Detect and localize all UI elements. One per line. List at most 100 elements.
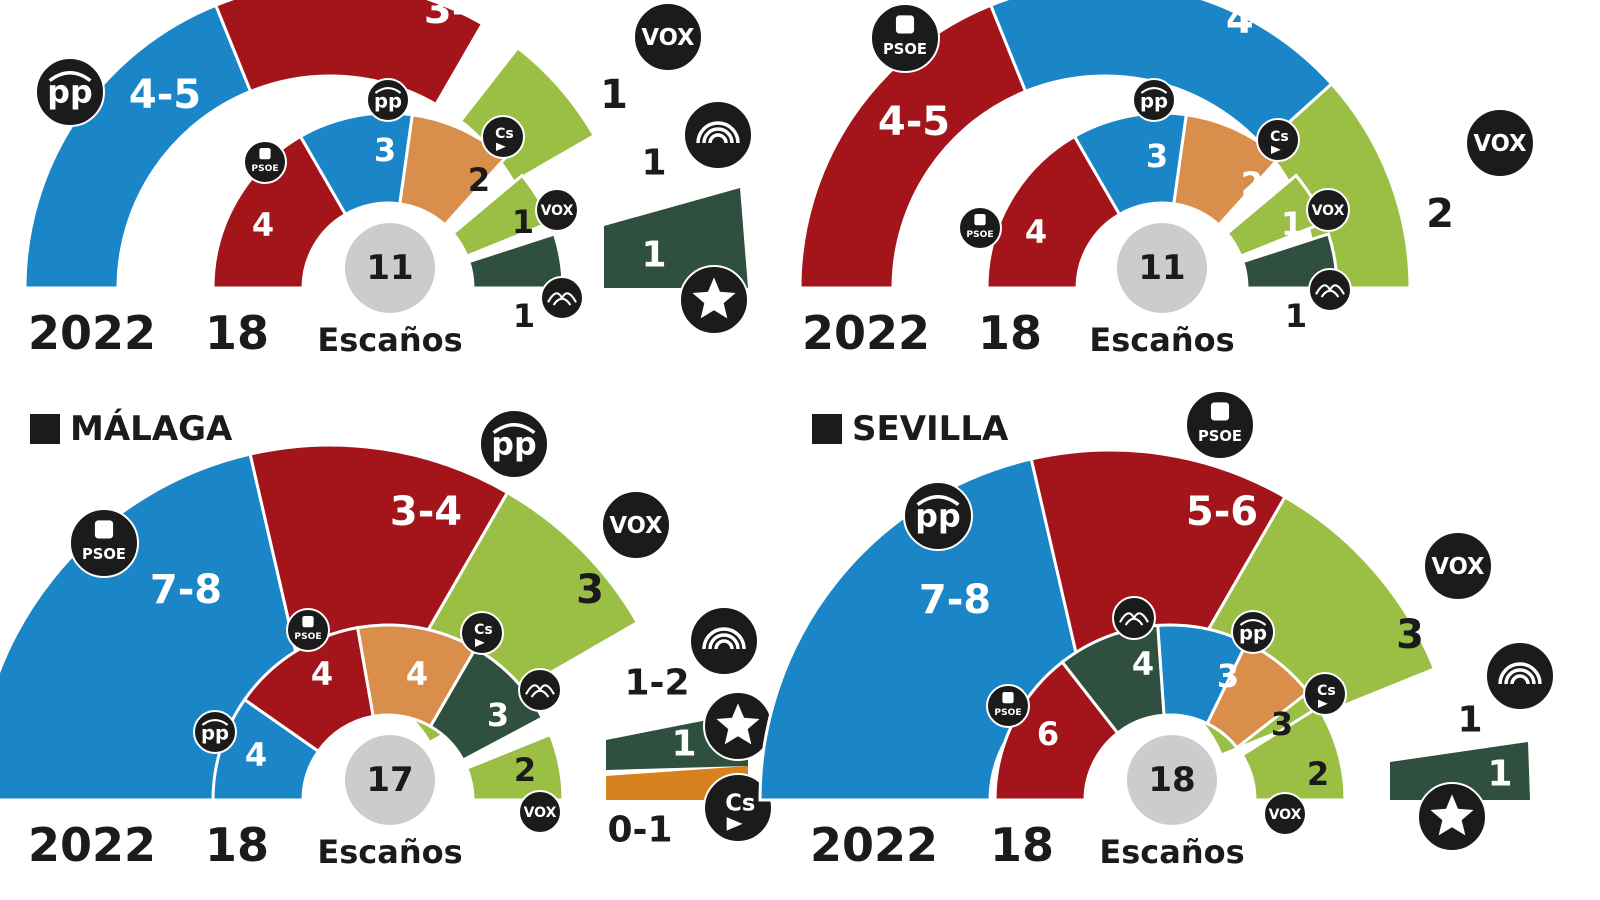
vox-logo-icon: VOX [1263,792,1307,836]
inner-seat-label: 4 [311,655,333,693]
inner-seat-segment [211,134,348,290]
seats-circle [345,223,435,313]
psoe-logo-icon: PSOE [1185,390,1255,460]
inner-seat-segment [1240,232,1339,290]
vox-logo-icon: VOX [1423,531,1493,601]
seats-circle [1117,223,1207,313]
inner-seat-label: 1 [512,203,534,241]
vox-logo-text: VOX [524,805,557,821]
seats-circle [1127,735,1217,825]
outer-seat-label: 4-5 [1226,0,1298,43]
outer-seat-label: 3 [1396,612,1424,658]
inner-seat-label: 4 [245,736,267,774]
vox-logo-text: VOX [1312,203,1345,219]
cs-logo-text: Cs [725,790,755,816]
vox-logo-text: VOX [541,203,574,219]
inner-seat-label: 4 [1132,645,1154,683]
outer-seat-label: 1 [600,72,628,118]
adelante-logo-icon [1485,641,1555,711]
inner-seat-label: 4 [406,655,428,693]
cs-logo-icon: Cs [1256,118,1300,162]
pp-logo-text: pp [1140,90,1168,113]
year-label: 2022 [802,306,930,360]
outer-seat-bar [1390,742,1530,800]
vox-logo-icon: VOX [518,790,562,834]
pp-logo-text: pp [201,722,229,745]
vox-logo-text: VOX [1473,131,1527,157]
vox-logo-icon: VOX [535,188,579,232]
seats-caption: Escaños [317,321,462,359]
seats-count: 11 [1138,248,1185,288]
adelante-logo-icon [1112,596,1156,640]
previous-label: 18 [205,306,269,360]
vox-logo-icon: VOX [633,2,703,72]
outer-seat-label: 1 [641,235,666,276]
outer-seat-label: 7-8 [150,567,222,613]
outer-seat-label: 2 [1426,191,1454,237]
outer-seat-label: 1 [671,724,696,765]
pp-logo-icon: pp [903,481,973,551]
title-marker [812,414,842,444]
outer-seat-bar [604,188,748,288]
outer-seat-label: 1-2 [624,663,689,704]
adelante-logo-icon [518,668,562,712]
pp-logo-text: pp [374,90,402,113]
province-title: SEVILLA [852,409,1009,449]
adelante-logo-icon [1308,268,1352,312]
pp-logo-icon: pp [479,409,549,479]
cs-logo-icon: Cs [703,773,773,843]
seats-caption: Escaños [1089,321,1234,359]
inner-seat-segment [1240,705,1347,802]
adelante-logo-icon [683,100,753,170]
psoe-logo-text: PSOE [251,164,278,174]
previous-label: 18 [978,306,1042,360]
seats-caption: Escaños [317,833,462,871]
inner-seat-label: 3 [1271,705,1293,743]
vox-logo-text: VOX [1431,554,1485,580]
psoe-logo-icon: PSOE [69,508,139,578]
cs-logo-text: Cs [1270,129,1289,145]
inner-seat-segment [464,732,565,802]
cs-logo-icon: Cs [1303,672,1347,716]
inner-seat-label: 2 [514,751,536,789]
outer-seat-label: 1 [1487,754,1512,795]
inner-seat-segment [428,646,545,763]
inner-seat-segment [466,232,565,290]
vox-logo-text: VOX [1269,807,1302,823]
year-label: 2022 [28,818,156,872]
inner-seat-label: 1 [1285,297,1307,335]
cs-logo-icon: Cs [481,115,525,159]
vox-logo-text: VOX [641,25,695,51]
inner-seat-label: 6 [1037,715,1059,753]
inner-seat-label: 2 [468,161,490,199]
inner-seat-label: 4 [1025,213,1047,251]
vox-logo-icon: VOX [601,490,671,560]
pp-logo-icon: pp [193,710,237,754]
seats-count: 17 [366,760,413,800]
psoe-logo-text: PSOE [994,708,1021,718]
vox-logo-text: VOX [609,513,663,539]
pp-logo-text: pp [915,499,960,535]
inner-seat-segment [1224,173,1327,259]
psoe-logo-text: PSOE [883,41,927,58]
inner-seat-segment [451,173,553,259]
pp-logo-icon: pp [35,57,105,127]
outer-seat-label: 4-5 [129,72,201,118]
inner-seat-label: 1 [1281,205,1303,243]
outer-seat-label: 3-4 [390,489,462,535]
province-title: MÁLAGA [70,408,233,449]
outer-seat-segment [213,0,485,107]
vox-logo-icon: VOX [1465,108,1535,178]
pp-logo-icon: pp [1231,610,1275,654]
por-andalucia-logo-icon [703,691,773,761]
outer-seat-label: 1 [1457,700,1482,741]
seats-count: 11 [366,248,413,288]
inner-seat-label: 1 [513,297,535,335]
cs-logo-icon: Cs [460,611,504,655]
title-marker [30,414,60,444]
outer-seat-label: 5-6 [1186,489,1258,535]
outer-seat-label: 4-5 [878,99,950,145]
year-label: 2022 [28,306,156,360]
